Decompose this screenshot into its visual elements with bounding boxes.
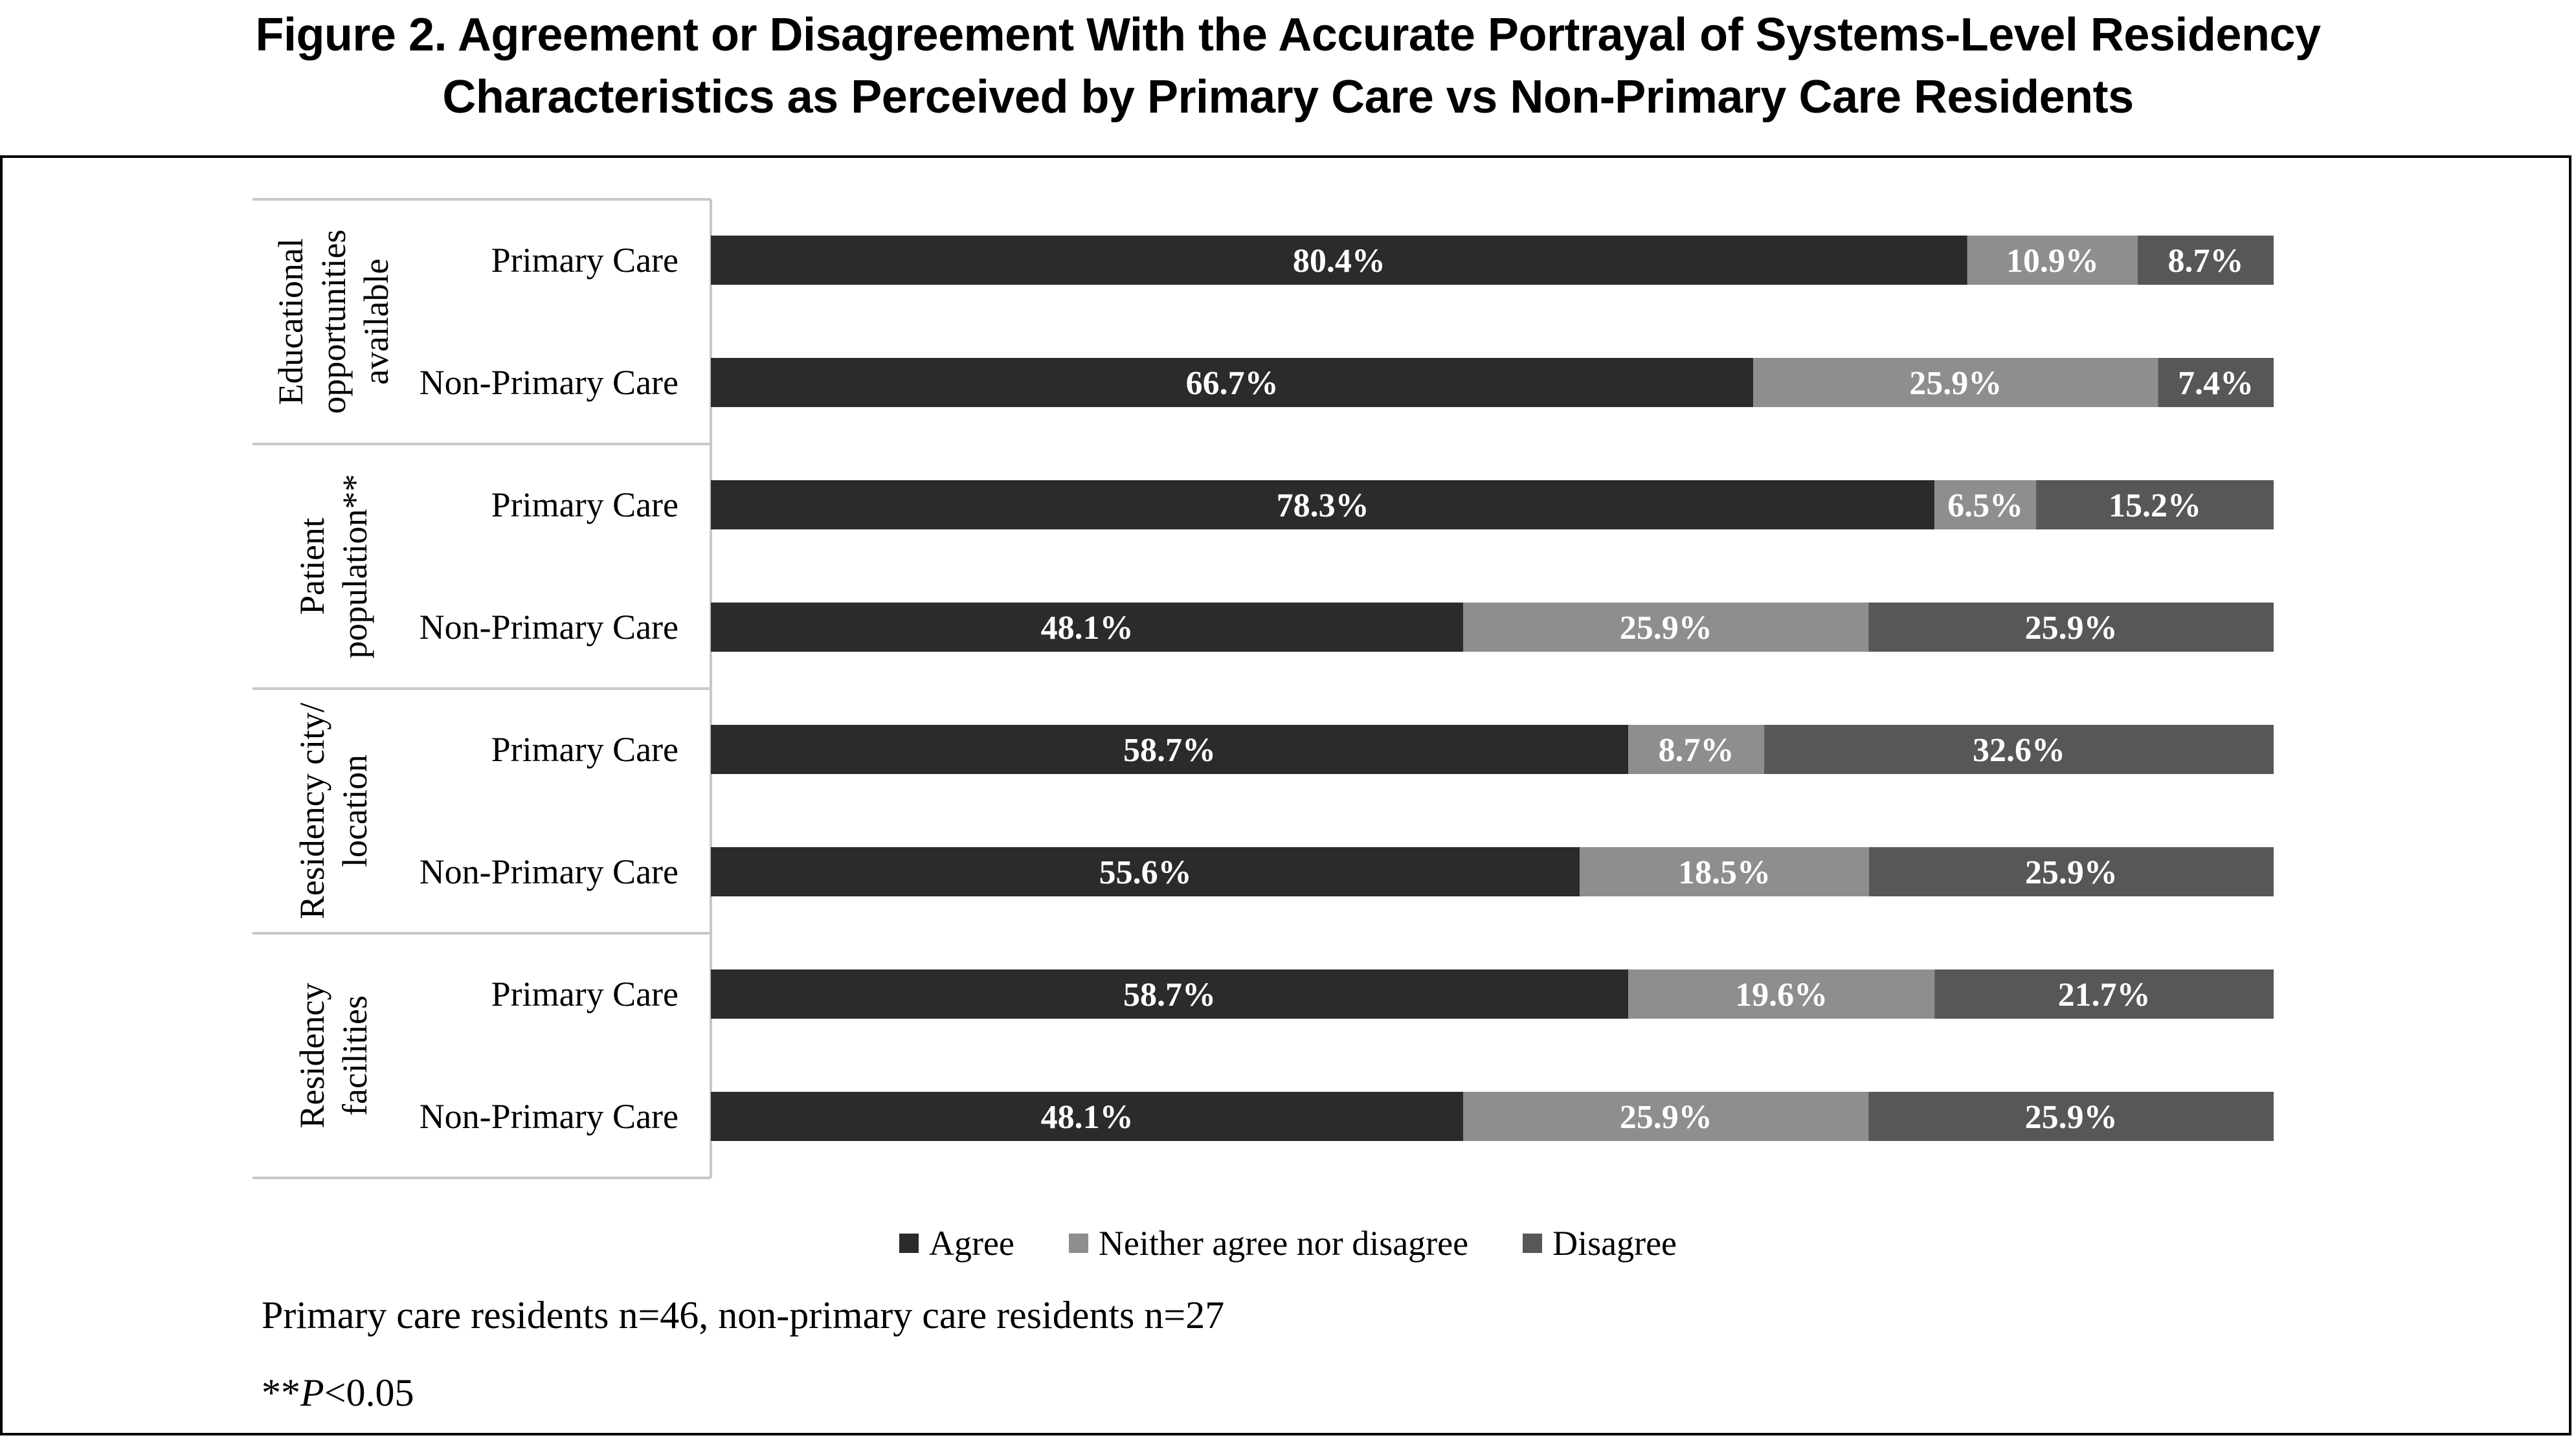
legend-label-disagree: Disagree [1552,1224,1677,1263]
sig-prefix: ** [262,1371,300,1414]
legend-item-agree: Agree [899,1223,1014,1263]
row-label: Non-Primary Care [420,852,678,891]
data-label-agree: 55.6% [1099,854,1192,891]
data-label-agree: 66.7% [1186,365,1279,402]
data-label-neither: 6.5% [1947,487,2023,524]
row-label: Non-Primary Care [420,363,678,402]
bar-segment-agree [711,847,1580,896]
data-label-agree: 78.3% [1277,487,1369,524]
bar-segment-disagree [2036,480,2274,529]
data-label-neither: 25.9% [1909,365,2002,402]
bar-segment-disagree [1764,725,2274,774]
bar-segment-disagree [2158,358,2274,407]
data-label-agree: 48.1% [1041,1099,1134,1136]
data-label-disagree: 8.7% [2167,243,2243,280]
data-label-disagree: 7.4% [2178,365,2254,402]
data-label-neither: 25.9% [1620,1099,1712,1136]
significance-note: **P<0.05 [262,1371,414,1415]
bar-segment-neither [1753,358,2158,407]
sig-suffix: <0.05 [324,1371,414,1414]
bar-segment-disagree [2137,236,2274,285]
legend-swatch-disagree [1523,1234,1543,1253]
bar-segment-disagree [1868,847,2274,896]
bar-segment-disagree [1868,1092,2274,1141]
legend-item-neither: Neither agree nor disagree [1068,1223,1469,1263]
sig-p: P [300,1371,324,1414]
chart-title: Figure 2. Agreement or Disagreement With… [0,0,2576,128]
data-label-agree: 58.7% [1123,977,1216,1014]
category-label-line: population** [335,474,374,659]
bar-segment-disagree [1868,603,2274,652]
stacked-bar-chart: Educational opportunities available Primary… [252,198,2274,1179]
bar-segment-disagree [1934,969,2274,1019]
category-label-line: location [335,755,374,867]
bar-segment-neither [1628,725,1765,774]
bar-segment-agree [711,1092,1464,1141]
data-label-neither: 18.5% [1678,854,1771,891]
data-label-neither: 19.6% [1735,977,1828,1014]
data-label-agree: 48.1% [1041,610,1134,647]
category-label: Educational opportunities available [271,230,396,414]
category-label-line: available [357,259,396,385]
data-label-disagree: 25.9% [2025,610,2118,647]
bar-segment-agree [711,480,1935,529]
data-label-disagree: 25.9% [2025,854,2118,891]
legend-swatch-neither [1068,1234,1088,1253]
row-label: Primary Care [491,975,678,1014]
chart-frame [0,155,2571,1435]
row-label: Primary Care [491,485,678,524]
data-label-disagree: 25.9% [2025,1099,2118,1136]
data-label-agree: 80.4% [1293,243,1385,280]
data-label-neither: 10.9% [2006,243,2099,280]
row-label: Non-Primary Care [420,1097,678,1136]
bar-segment-agree [711,969,1629,1019]
category-label-line: Residency city/ [293,703,331,919]
data-label-disagree: 21.7% [2058,977,2151,1014]
bar-segment-neither [1934,480,2037,529]
category-label-line: Residency [293,983,331,1129]
bar-segment-agree [711,236,1967,285]
title-line-1: Figure 2. Agreement or Disagreement With… [255,9,2321,61]
row-label: Non-Primary Care [420,608,678,647]
category-label: Residency city/location [293,703,374,919]
bar-segment-agree [711,603,1464,652]
data-label-disagree: 32.6% [1973,732,2065,769]
data-label-disagree: 15.2% [2109,487,2201,524]
legend-swatch-agree [899,1234,919,1253]
category-label-line: Educational [271,238,310,405]
bar-segment-neither [1463,1092,1869,1141]
legend: Agree Neither agree nor disagree Disagre… [0,1223,2576,1263]
row-label: Primary Care [491,730,678,769]
bar-segment-agree [711,725,1629,774]
legend-label-agree: Agree [928,1224,1014,1263]
category-label-line: opportunities [314,230,353,414]
bar-segment-agree [711,358,1754,407]
data-label-neither: 8.7% [1659,732,1734,769]
legend-item-disagree: Disagree [1523,1223,1677,1263]
bar-segment-neither [1967,236,2138,285]
bar-segment-neither [1463,603,1869,652]
data-label-agree: 58.7% [1123,732,1216,769]
category-label-line: Patient [293,518,331,615]
bar-segment-neither [1580,847,1869,896]
category-label-line: facilities [335,995,374,1116]
title-line-2: Characteristics as Perceived by Primary … [442,71,2134,123]
data-label-neither: 25.9% [1620,610,1712,647]
bar-segment-neither [1628,969,1935,1019]
row-label: Primary Care [491,241,678,280]
category-label: Patient population** [293,474,374,659]
legend-label-neither: Neither agree nor disagree [1098,1224,1469,1263]
sample-size-note: Primary care residents n=46, non-primary… [262,1294,1225,1336]
category-label: Residency facilities [293,983,374,1129]
